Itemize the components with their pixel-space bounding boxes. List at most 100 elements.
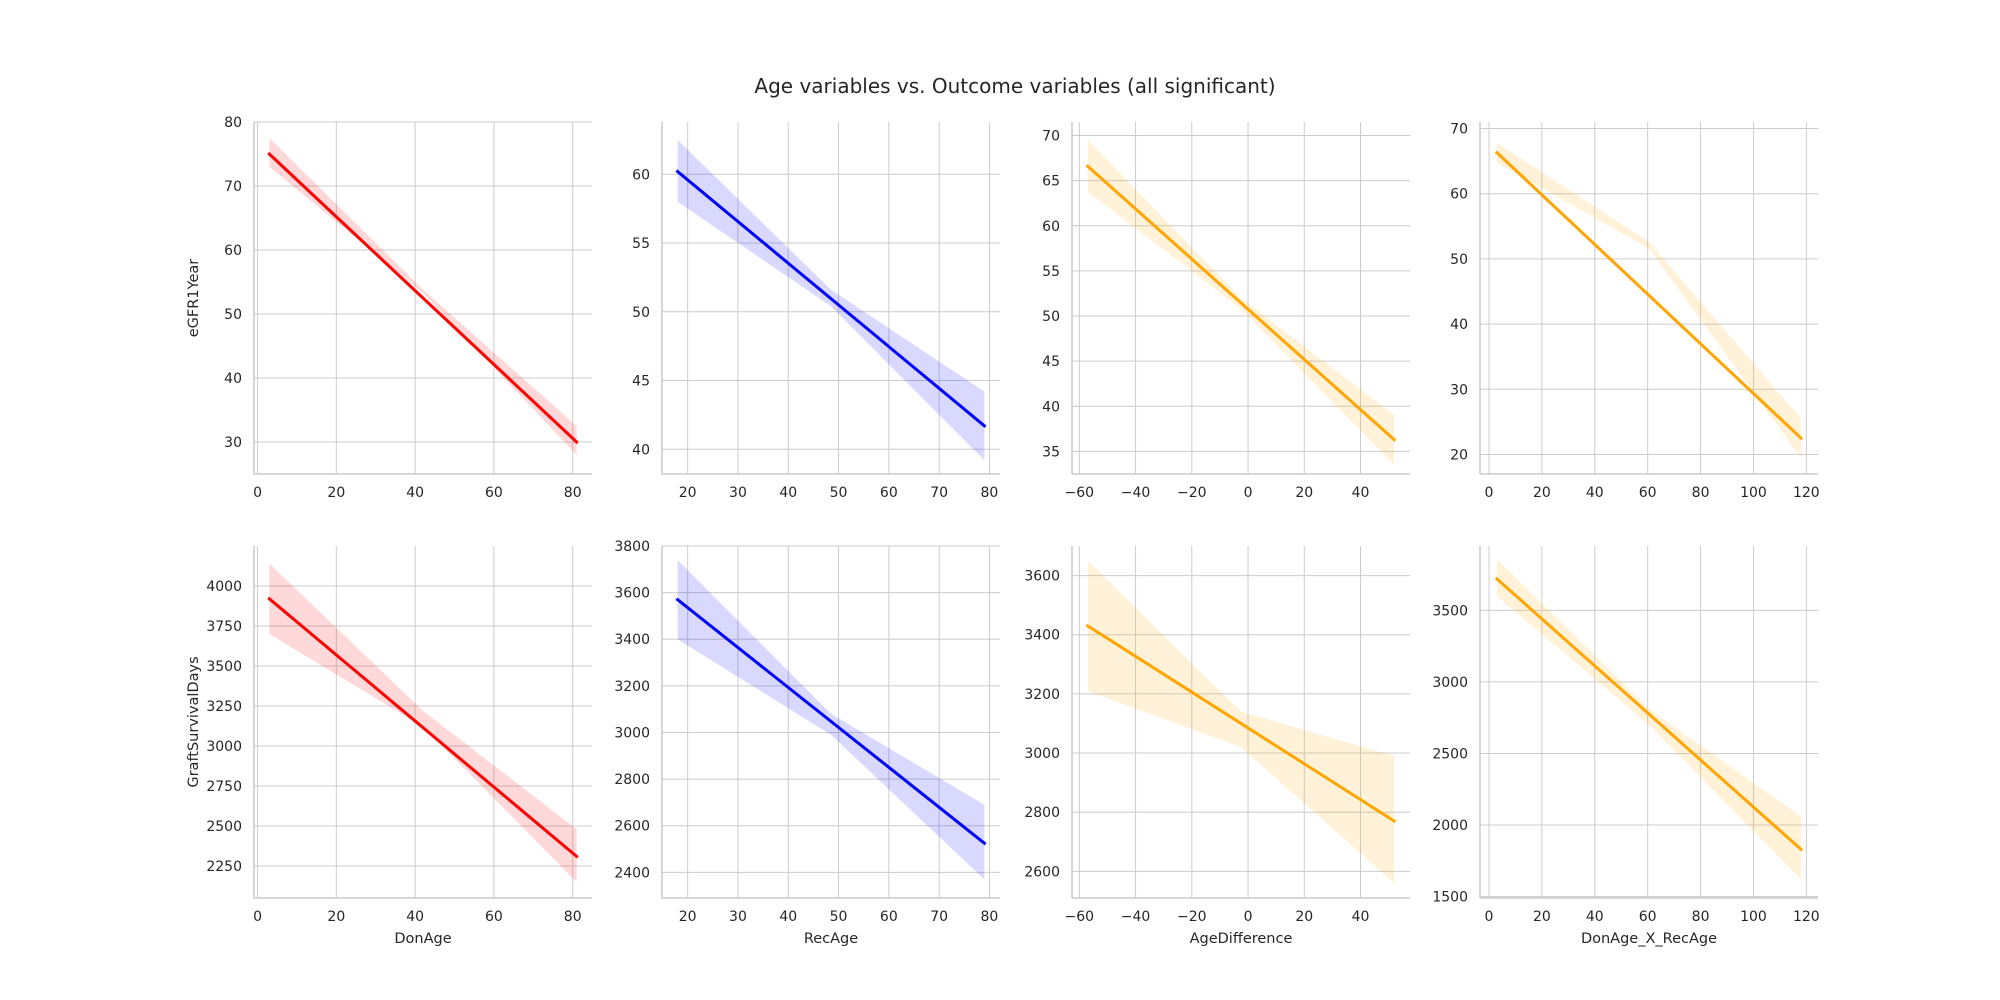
y-tick-label: 2000 — [1432, 818, 1468, 834]
x-tick-label: 30 — [729, 485, 747, 501]
y-tick-label: 70 — [1042, 129, 1060, 145]
x-axis-label: RecAge — [804, 931, 858, 947]
y-tick-label: 2250 — [206, 859, 242, 875]
y-tick-label: 2600 — [1024, 864, 1060, 880]
y-tick-label: 3600 — [1024, 569, 1060, 585]
x-tick-label: 80 — [564, 909, 582, 925]
y-tick-label: 2800 — [614, 772, 650, 788]
y-tick-label: 35 — [1042, 444, 1060, 460]
y-tick-label: 3500 — [206, 659, 242, 675]
y-tick-label: 40 — [224, 371, 242, 387]
y-tick-label: 3400 — [1024, 628, 1060, 644]
x-tick-label: 80 — [981, 485, 999, 501]
y-tick-label: 3750 — [206, 619, 242, 635]
x-tick-label: 20 — [327, 909, 345, 925]
y-tick-label: 40 — [1450, 317, 1468, 333]
confidence-band — [1496, 558, 1802, 880]
x-tick-label: 20 — [679, 485, 697, 501]
y-tick-label: 50 — [1042, 309, 1060, 325]
x-tick-label: 120 — [1793, 909, 1820, 925]
y-tick-label: 3250 — [206, 699, 242, 715]
x-tick-label: 0 — [1244, 909, 1253, 925]
regression-line — [1494, 150, 1804, 441]
subplot-2: 20 30 40 50 60 70 80 40 45 50 55 60 — [632, 122, 1000, 501]
y-tick-label: 3600 — [614, 586, 650, 602]
x-tick-label: 60 — [880, 909, 898, 925]
x-tick-label: 60 — [485, 485, 503, 501]
y-tick-label: 45 — [1042, 354, 1060, 370]
x-tick-label: 0 — [1485, 485, 1494, 501]
y-tick-label: 2800 — [1024, 805, 1060, 821]
y-tick-label: 4000 — [206, 579, 242, 595]
y-tick-label: 3500 — [1432, 603, 1468, 619]
x-tick-label: 80 — [564, 485, 582, 501]
x-tick-label: 20 — [679, 909, 697, 925]
x-tick-label: 60 — [1639, 909, 1657, 925]
x-tick-label: 40 — [1586, 909, 1604, 925]
subplot-8: 0 20 40 60 80 100 120 1500 2000 2500 3000 3500 DonAg… — [1432, 546, 1820, 947]
x-tick-label: 20 — [1533, 485, 1551, 501]
y-tick-label: 3000 — [1024, 746, 1060, 762]
subplot-1: 0 20 40 60 80 30 40 50 60 70 80 eGFR1Year — [186, 115, 592, 501]
x-tick-label: 70 — [930, 485, 948, 501]
y-tick-label: 2400 — [614, 865, 650, 881]
y-tick-label: 45 — [632, 374, 650, 390]
y-tick-label: 3000 — [206, 739, 242, 755]
x-tick-label: 40 — [1586, 485, 1604, 501]
y-tick-label: 2500 — [206, 819, 242, 835]
subplot-6: 20 30 40 50 60 70 80 2400 2600 2800 3000 3200 3400 36… — [614, 539, 1000, 947]
x-tick-label: 60 — [1639, 485, 1657, 501]
x-tick-label: 30 — [729, 909, 747, 925]
x-tick-label: 40 — [1352, 485, 1370, 501]
y-axis-label: GraftSurvivalDays — [186, 656, 202, 787]
subplot-5: 0 20 40 60 80 2250 2500 2750 3000 3250 3500 3750 400… — [186, 546, 592, 947]
x-tick-label: 100 — [1740, 485, 1767, 501]
y-tick-label: 60 — [1450, 187, 1468, 203]
x-tick-label: −40 — [1121, 909, 1151, 925]
y-tick-label: 50 — [224, 307, 242, 323]
regression-line — [1494, 576, 1804, 852]
x-tick-label: 40 — [779, 485, 797, 501]
x-tick-label: −40 — [1121, 485, 1151, 501]
y-tick-label: 3400 — [614, 632, 650, 648]
x-tick-label: 50 — [830, 485, 848, 501]
x-tick-label: 80 — [1692, 909, 1710, 925]
y-tick-label: 60 — [224, 243, 242, 259]
x-tick-label: −60 — [1065, 485, 1095, 501]
y-tick-label: 50 — [632, 305, 650, 321]
x-tick-label: −20 — [1177, 485, 1207, 501]
y-tick-label: 3800 — [614, 539, 650, 555]
y-tick-label: 3200 — [614, 679, 650, 695]
y-tick-label: 3000 — [1432, 675, 1468, 691]
confidence-band — [1496, 142, 1802, 458]
x-tick-label: 70 — [930, 909, 948, 925]
y-tick-label: 3000 — [614, 725, 650, 741]
x-tick-label: −60 — [1065, 909, 1095, 925]
y-tick-label: 65 — [1042, 174, 1060, 190]
regression-line — [267, 596, 579, 859]
y-tick-label: 50 — [1450, 252, 1468, 268]
x-axis-label: DonAge — [394, 931, 451, 947]
x-tick-label: 20 — [1533, 909, 1551, 925]
x-tick-label: 20 — [1295, 485, 1313, 501]
y-tick-label: 1500 — [1432, 890, 1468, 906]
x-tick-label: 40 — [406, 909, 424, 925]
subplot-3: −60 −40 −20 0 20 40 35 40 45 50 55 60 65 70 — [1042, 122, 1410, 501]
x-tick-label: 20 — [327, 485, 345, 501]
x-tick-label: 40 — [406, 485, 424, 501]
y-tick-label: 30 — [224, 435, 242, 451]
confidence-band — [269, 138, 577, 455]
x-tick-label: 60 — [485, 909, 503, 925]
x-axis-label: AgeDifference — [1190, 931, 1293, 947]
x-tick-label: 100 — [1740, 909, 1767, 925]
y-tick-label: 40 — [1042, 399, 1060, 415]
regression-line — [1085, 623, 1397, 824]
x-tick-label: 40 — [779, 909, 797, 925]
y-tick-label: 60 — [632, 167, 650, 183]
y-tick-label: 60 — [1042, 219, 1060, 235]
x-tick-label: 0 — [253, 909, 262, 925]
regression-line — [267, 151, 579, 445]
regression-line — [675, 169, 987, 428]
x-tick-label: 0 — [1244, 485, 1253, 501]
